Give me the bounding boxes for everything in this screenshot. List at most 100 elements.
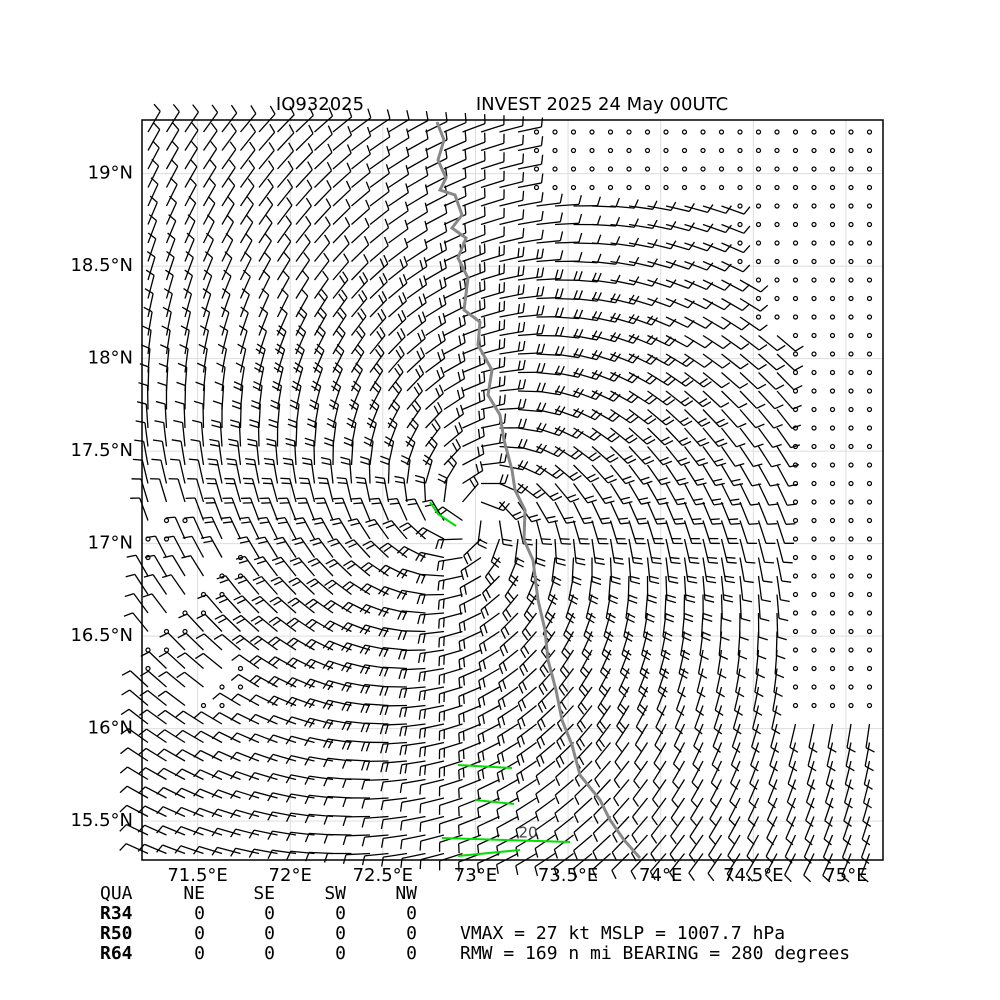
barb-tick <box>538 686 545 695</box>
barb-tick <box>382 520 392 525</box>
barb-tick <box>362 540 372 547</box>
barb-staff <box>406 442 416 466</box>
barb-staff <box>229 517 242 540</box>
barb-tick <box>750 764 759 772</box>
calm-marker <box>792 425 799 431</box>
barb-tick <box>268 636 277 644</box>
barb-tick <box>502 612 509 622</box>
barb-staff <box>824 797 834 821</box>
calm-marker <box>866 147 873 154</box>
barb-tick <box>698 397 708 404</box>
barb-tick <box>526 610 534 619</box>
barb-staff <box>387 542 408 559</box>
barb-tick <box>230 732 238 741</box>
barb-staff <box>202 257 214 281</box>
barb-tick <box>522 116 524 126</box>
barb-tick <box>548 520 559 524</box>
barb-tick <box>522 321 526 332</box>
barb-staff <box>665 483 678 505</box>
barb-tick <box>165 516 176 519</box>
barb-tick <box>510 574 519 582</box>
barb-staff <box>369 136 391 152</box>
barb-tick <box>716 462 727 467</box>
barb-staff <box>573 260 598 264</box>
barb-staff <box>707 853 723 874</box>
barb-staff <box>633 760 649 782</box>
barb-tick <box>609 351 617 361</box>
calm-marker <box>700 147 706 154</box>
barb-tick <box>437 581 440 591</box>
barb-tick <box>743 245 751 253</box>
barb-tick <box>237 536 247 540</box>
barb-tick <box>478 662 482 672</box>
barb-tick <box>517 398 522 409</box>
barb-tick <box>541 324 545 334</box>
barb-tick <box>496 754 501 765</box>
barb-staff <box>128 728 149 744</box>
barb-staff <box>300 537 316 558</box>
barb-tick <box>176 671 185 679</box>
barb-staff <box>388 118 410 133</box>
barb-staff <box>196 478 205 503</box>
barb-staff <box>592 816 611 834</box>
barb-tick <box>517 418 523 429</box>
barb-staff <box>753 686 760 711</box>
barb-tick <box>458 788 460 798</box>
calm-marker <box>755 240 762 246</box>
barb-tick <box>367 108 372 118</box>
barb-tick <box>398 669 403 680</box>
barb-tick <box>405 183 410 193</box>
barb-staff <box>184 348 189 373</box>
barb-staff <box>425 194 448 207</box>
barb-tick <box>304 678 311 687</box>
barb-tick <box>376 330 383 340</box>
barb-tick <box>598 689 607 697</box>
barb-tick <box>624 434 634 441</box>
barb-staff <box>443 462 457 484</box>
barb-staff <box>163 422 168 447</box>
barb-staff <box>163 767 186 781</box>
barb-tick <box>483 372 486 382</box>
barb-tick <box>462 675 466 686</box>
barb-staff <box>184 166 198 188</box>
barb-staff <box>364 722 389 725</box>
barb-staff <box>364 703 389 707</box>
barb-tick <box>659 685 668 693</box>
barb-tick <box>298 325 306 333</box>
barb-tick <box>339 307 347 316</box>
barb-staff <box>665 427 683 446</box>
barb-tick <box>273 536 284 541</box>
barb-staff <box>420 797 445 805</box>
barb-tick <box>322 719 329 729</box>
barb-staff <box>497 741 519 756</box>
barb-staff <box>739 390 758 409</box>
barb-tick <box>243 251 252 259</box>
barb-staff <box>683 520 693 544</box>
barb-tick <box>630 870 637 880</box>
barb-tick <box>344 217 351 227</box>
barb-tick <box>750 503 760 506</box>
barb-tick <box>585 630 594 638</box>
barb-staff <box>365 604 389 614</box>
barb-staff <box>536 464 557 479</box>
barb-staff <box>350 351 365 373</box>
barb-tick <box>458 659 461 670</box>
barb-staff <box>369 299 388 318</box>
barb-tick <box>415 552 422 561</box>
barb-staff <box>518 668 537 686</box>
barb-staff <box>822 834 834 858</box>
barb-tick <box>623 649 632 656</box>
barb-staff <box>406 459 411 484</box>
barb-tick <box>594 778 601 788</box>
barb-staff <box>647 297 671 308</box>
barb-tick <box>613 779 621 789</box>
barb-tick <box>123 612 134 617</box>
barb-staff <box>684 427 701 447</box>
barb-tick <box>266 443 277 447</box>
x-tick-label: 71.5°E <box>167 865 227 886</box>
barb-staff <box>462 178 486 189</box>
barb-tick <box>222 288 231 295</box>
barb-staff <box>672 742 686 765</box>
barb-staff <box>757 557 764 582</box>
barb-tick <box>447 459 455 468</box>
